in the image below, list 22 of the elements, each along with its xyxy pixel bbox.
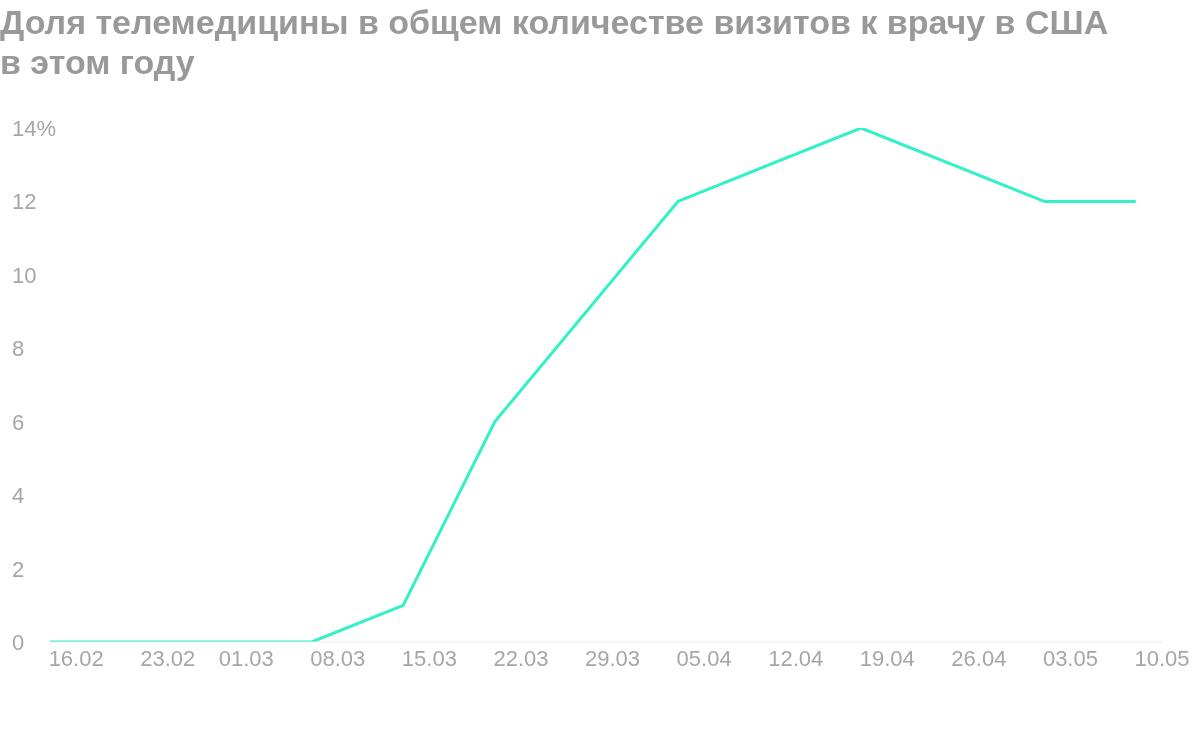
x-tick-label: 16.02 [48,645,104,671]
y-tick-label: 14% [12,116,57,141]
y-tick-label: 8 [12,336,25,362]
y-tick-label: 12 [12,189,37,215]
y-tick-label: 6 [12,409,25,435]
x-tick-label: 12.04 [768,645,824,671]
x-tick-label: 01.03 [218,645,274,671]
chart-title: Доля телемедицины в общем количестве визитов к врачу в США в этом году [0,2,1110,82]
x-tick-label: 10.05 [1134,645,1190,671]
x-tick-label: 23.02 [140,645,196,671]
x-tick-label: 29.03 [585,645,641,671]
y-tick-label: 0 [12,630,25,655]
x-tick-label: 05.04 [676,645,732,671]
x-tick-label: 15.03 [401,645,457,671]
x-tick-label: 26.04 [951,645,1007,671]
x-tick-label: 19.04 [859,645,915,671]
x-tick-label: 22.03 [493,645,549,671]
x-tick-label: 03.05 [1042,645,1098,671]
y-tick-label: 10 [12,262,37,288]
x-tick-label: 08.03 [310,645,366,671]
y-tick-label: 2 [12,556,25,582]
y-tick-label: 4 [12,483,25,509]
